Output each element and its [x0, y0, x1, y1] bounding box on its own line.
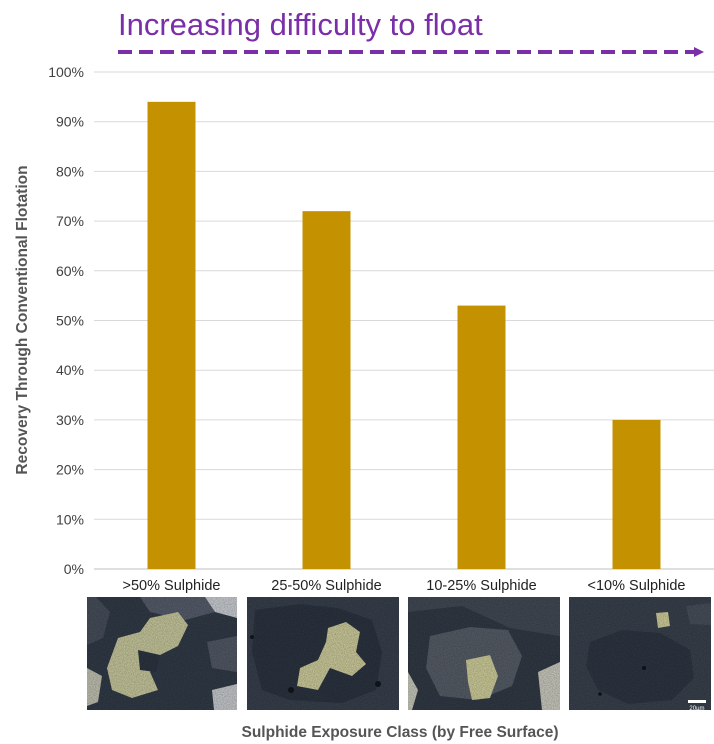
gridlines — [94, 71, 714, 570]
bar — [457, 305, 506, 569]
x-tick-label: <10% Sulphide — [588, 578, 686, 594]
x-axis-title: Sulphide Exposure Class (by Free Surface… — [242, 724, 559, 741]
y-axis-title: Recovery Through Conventional Flotation — [14, 165, 31, 474]
y-tick-label: 10% — [56, 511, 84, 527]
x-tick-label: 25-50% Sulphide — [271, 578, 381, 594]
scale-bar-label: 20µm — [689, 706, 704, 712]
y-tick-label: 70% — [56, 213, 84, 229]
y-tick-label: 60% — [56, 263, 84, 279]
banner-title: Increasing difficulty to float — [118, 7, 483, 42]
bar — [612, 419, 661, 569]
micrograph-3 — [408, 597, 560, 710]
micrograph-4: 20µm — [569, 597, 711, 712]
x-tick-label: 10-25% Sulphide — [426, 578, 536, 594]
y-tick-label: 90% — [56, 114, 84, 130]
bar — [302, 211, 351, 569]
micrograph-1 — [87, 597, 237, 710]
y-tick-label: 0% — [64, 561, 84, 577]
y-tick-label: 40% — [56, 362, 84, 378]
x-tick-label: >50% Sulphide — [123, 578, 221, 594]
micrograph-2 — [247, 597, 399, 710]
bar — [147, 101, 196, 569]
y-tick-label: 50% — [56, 313, 84, 329]
y-tick-label: 80% — [56, 163, 84, 179]
y-tick-label: 20% — [56, 462, 84, 478]
x-axis-labels: >50% Sulphide 25-50% Sulphide 10-25% Sulph… — [123, 578, 686, 594]
y-axis-ticks: 0% 10% 20% 30% 40% 50% 60% 70% 80% 90% 100% — [48, 64, 84, 577]
y-tick-label: 100% — [48, 64, 84, 80]
y-tick-label: 30% — [56, 412, 84, 428]
bars — [147, 101, 661, 569]
